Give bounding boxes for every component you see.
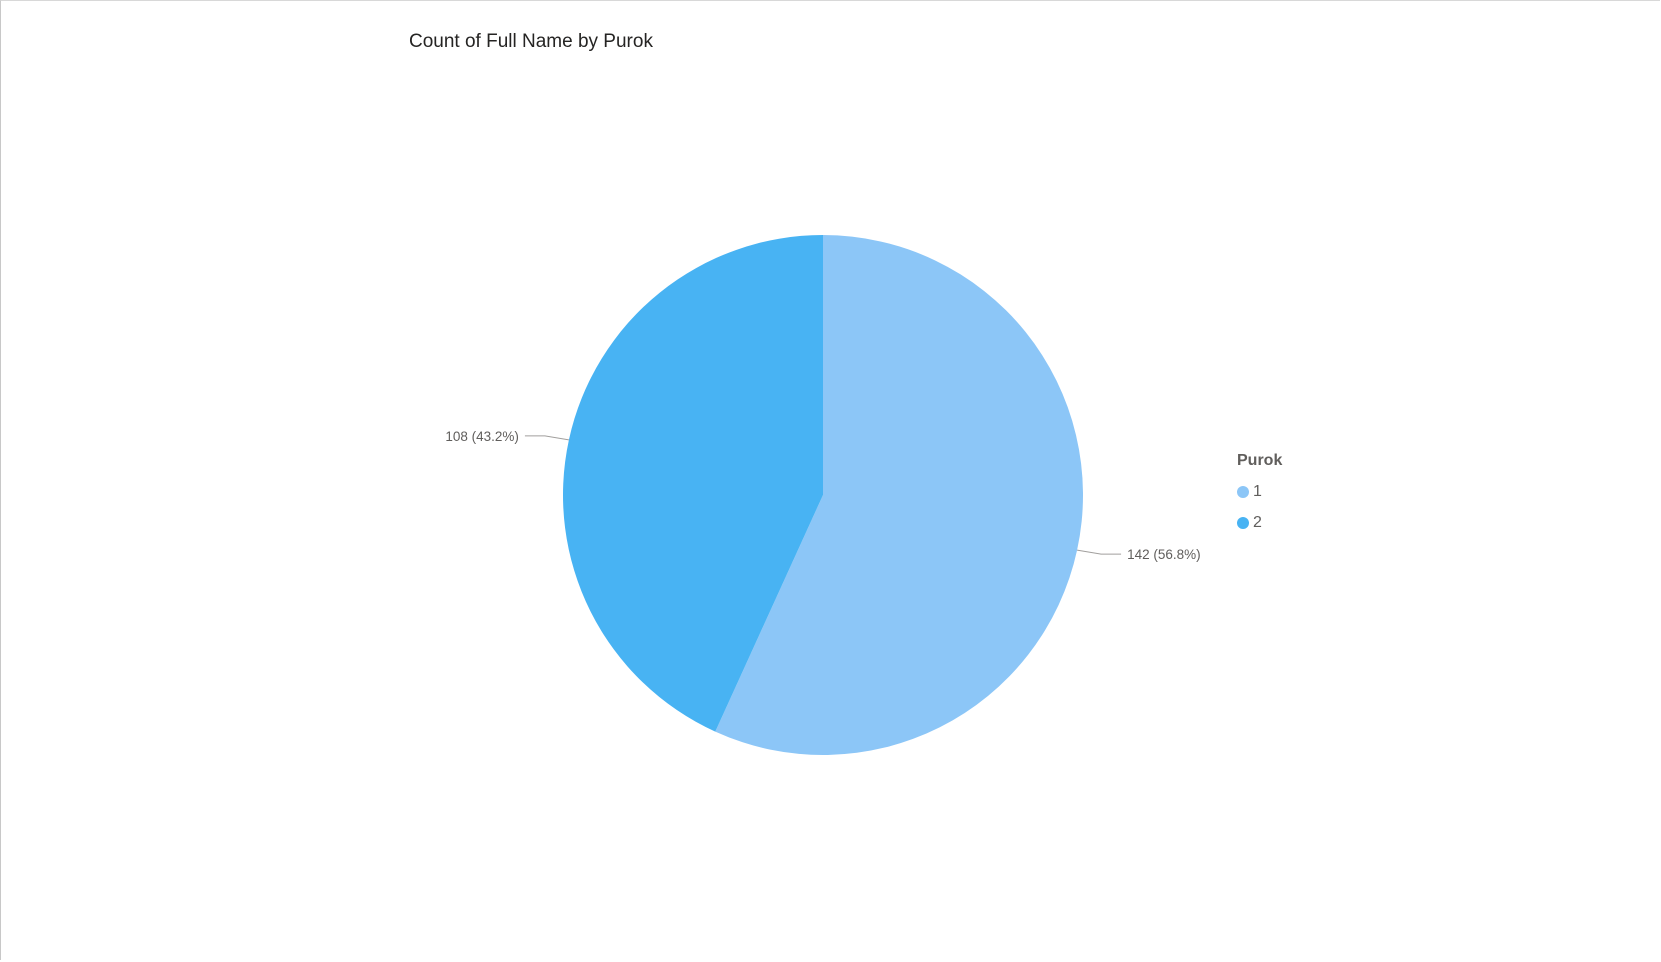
legend-marker-icon <box>1237 516 1249 529</box>
legend-item-purok-1[interactable]: 1 <box>1237 476 1282 507</box>
legend-marker-icon <box>1237 485 1249 498</box>
data-label-purok-1: 142 (56.8%) <box>1127 547 1201 562</box>
leader-line <box>1077 549 1122 555</box>
legend-title: Purok <box>1237 452 1283 469</box>
legend-label: 2 <box>1253 513 1262 531</box>
pie-slice-purok-2[interactable] <box>562 234 823 732</box>
chart-title: Count of Full Name by Purok <box>409 31 653 52</box>
data-label-purok-2: 108 (43.2%) <box>445 429 519 444</box>
legend-item-purok-2[interactable]: 2 <box>1237 507 1282 538</box>
leader-line <box>524 435 569 441</box>
pie-slice-purok-1[interactable] <box>715 235 1083 755</box>
legend: Purok 1 2 <box>1237 452 1282 538</box>
legend-label: 1 <box>1253 482 1262 500</box>
